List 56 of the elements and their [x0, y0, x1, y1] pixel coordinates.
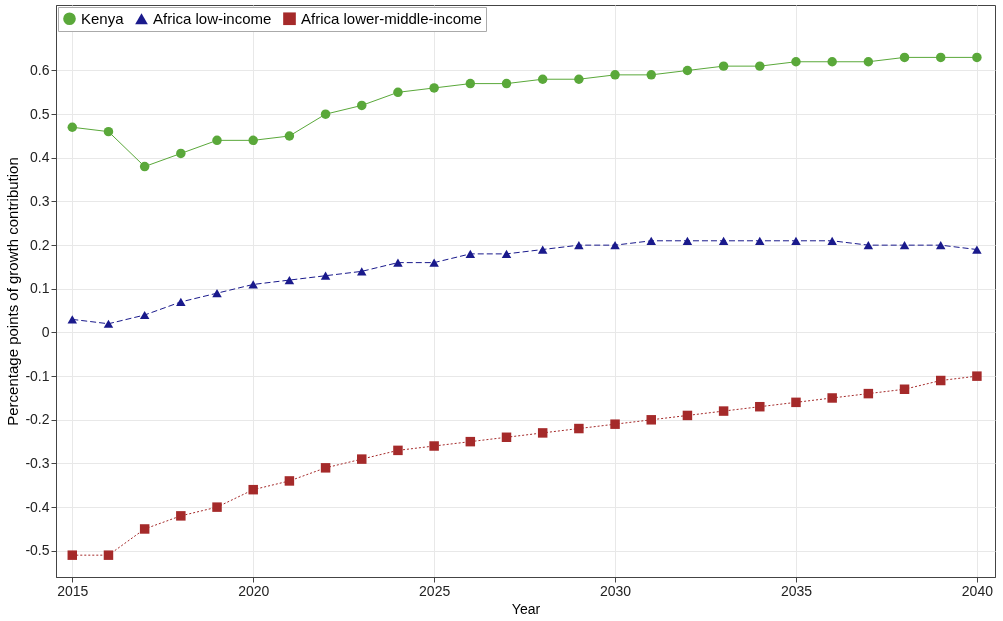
- x-axis-title: Year: [511, 600, 541, 617]
- point: [248, 280, 258, 289]
- y-tick-label: 0.2: [30, 236, 50, 253]
- point: [718, 236, 729, 245]
- x-tick-label: 2040: [961, 582, 994, 599]
- point: [682, 236, 693, 245]
- point: [248, 484, 258, 495]
- point: [791, 397, 801, 408]
- y-tick-label: -0.4: [25, 498, 50, 515]
- x-tick-label: 2030: [599, 582, 632, 599]
- point: [393, 258, 403, 267]
- y-tick-label: -0.5: [25, 542, 50, 559]
- point: [429, 258, 439, 267]
- point: [646, 415, 656, 425]
- point: [284, 476, 295, 486]
- point: [972, 371, 982, 381]
- point: [791, 236, 801, 245]
- y-tick-label: 0.3: [30, 192, 50, 209]
- point: [755, 401, 765, 412]
- point: [103, 319, 114, 328]
- legend-label: Africa lower-middle-income: [301, 9, 482, 27]
- point: [393, 445, 403, 456]
- point: [537, 428, 548, 438]
- point: [320, 463, 331, 473]
- x-tick-label: 2025: [419, 582, 451, 599]
- y-tick-label: 0: [41, 323, 50, 340]
- legend-label: Kenya: [81, 9, 125, 27]
- y-tick-label: -0.1: [25, 367, 50, 384]
- x-tick-label: 2020: [238, 582, 270, 599]
- y-axis-title: Percentage points of growth contribution: [4, 157, 22, 426]
- point: [610, 419, 620, 429]
- point: [972, 245, 982, 254]
- point: [67, 550, 78, 560]
- point: [139, 524, 150, 534]
- point: [212, 502, 222, 512]
- point: [176, 511, 186, 521]
- y-tick-label: 0.1: [30, 280, 50, 297]
- legend-label: Africa low-income: [153, 9, 272, 27]
- point: [357, 454, 367, 464]
- y-tick-label: 0.6: [30, 62, 50, 78]
- point: [429, 441, 439, 451]
- point: [320, 271, 331, 280]
- point: [972, 52, 982, 63]
- y-tick-label: -0.2: [25, 411, 50, 428]
- point: [827, 393, 837, 403]
- x-tick-label: 2035: [780, 582, 813, 599]
- y-tick-label: -0.3: [25, 454, 50, 471]
- point: [537, 245, 548, 254]
- point: [718, 406, 729, 416]
- y-tick-label: 0.4: [30, 149, 50, 166]
- point: [284, 275, 295, 285]
- x-tick-label: 2015: [57, 582, 89, 599]
- point: [755, 236, 765, 245]
- point: [827, 236, 837, 245]
- point: [103, 550, 114, 560]
- y-tick-label: 0.5: [30, 105, 50, 122]
